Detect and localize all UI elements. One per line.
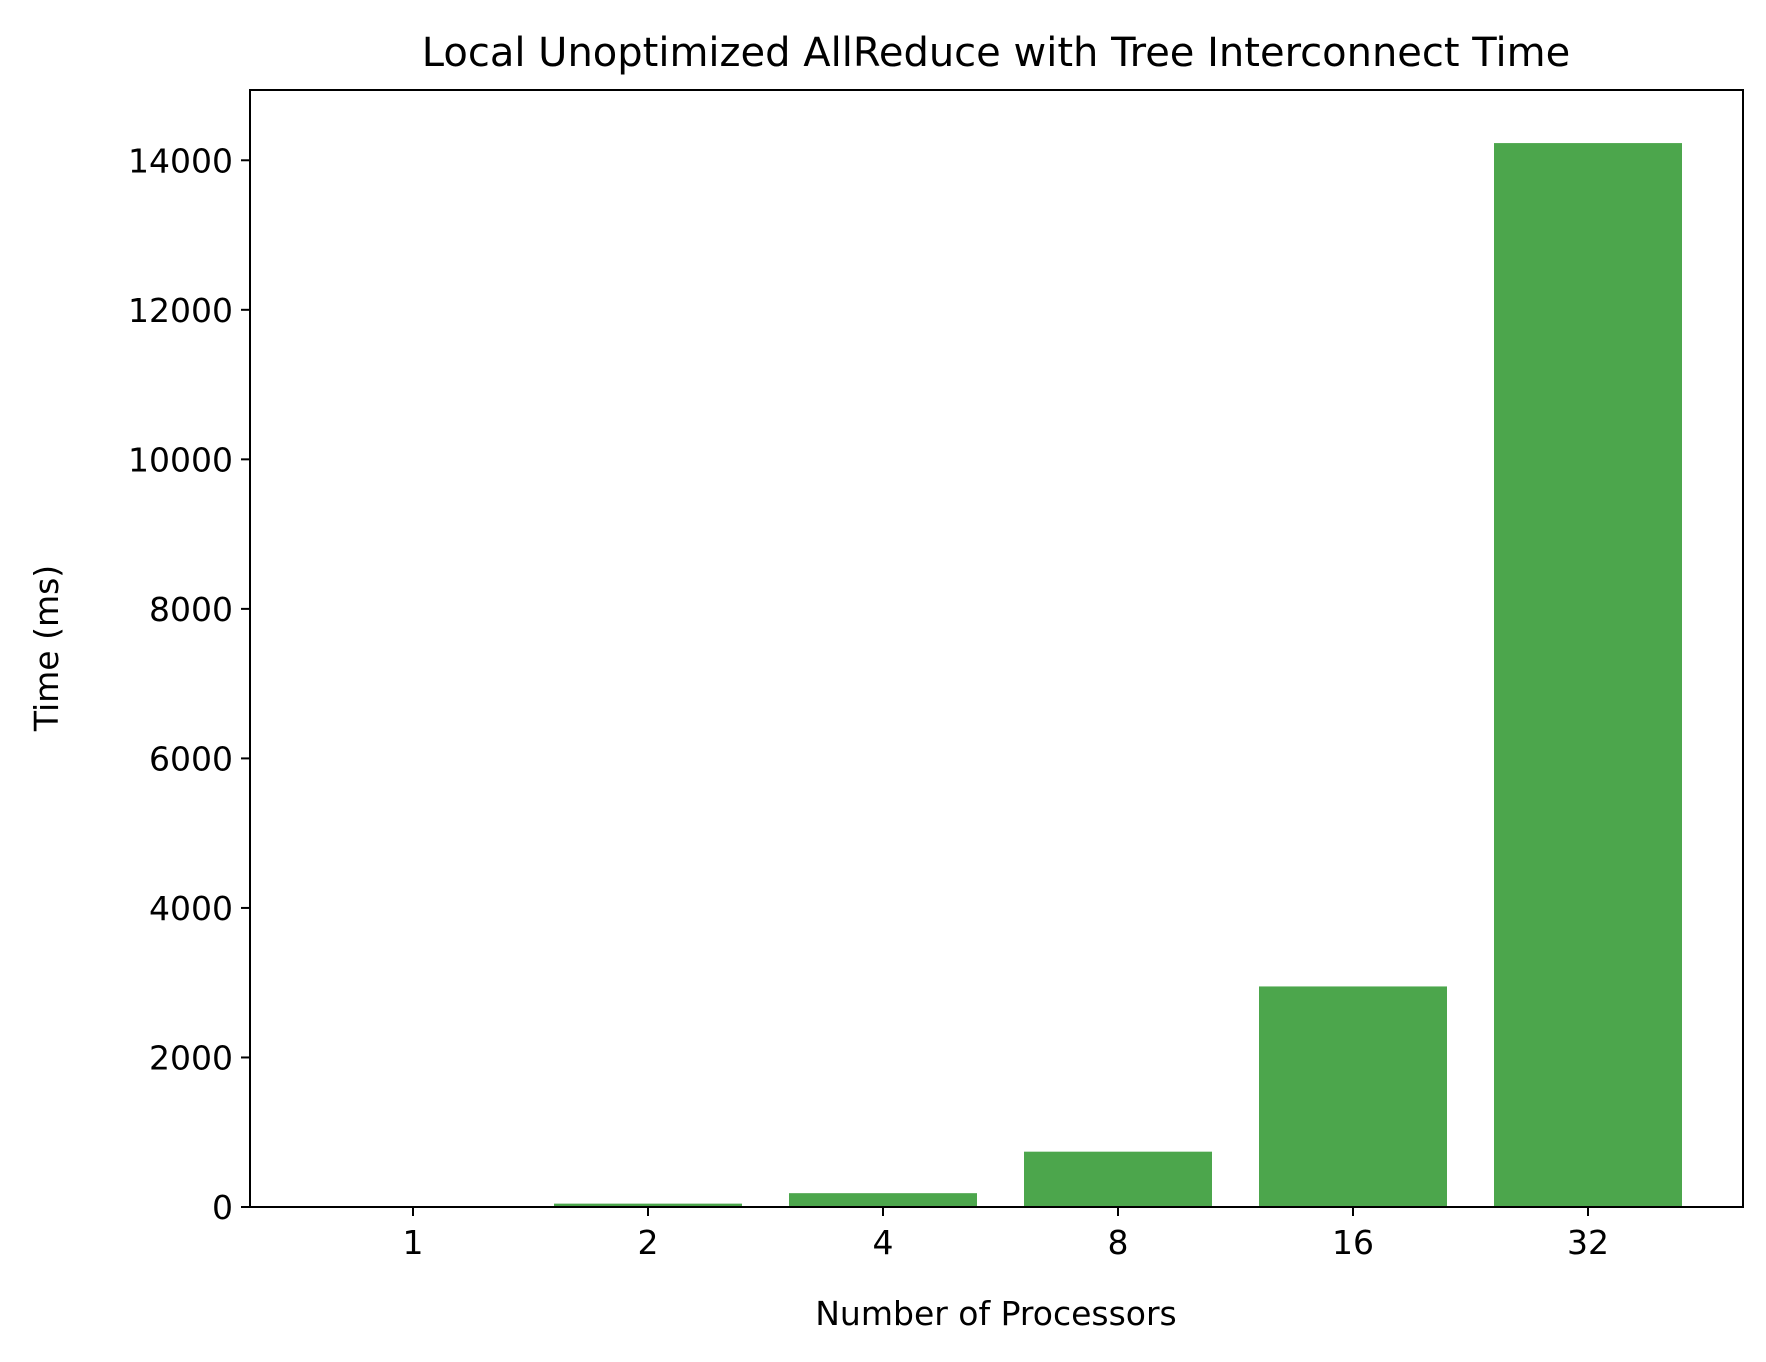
bar-8 [1024,1152,1212,1207]
y-axis-label: Time (ms) [27,565,66,732]
y-tick-label: 4000 [149,889,233,928]
x-tick-label: 2 [638,1223,659,1262]
bar-16 [1259,986,1447,1207]
bar-32 [1494,143,1682,1207]
y-tick-label: 12000 [128,291,233,330]
x-tick-label: 8 [1108,1223,1129,1262]
bar-4 [789,1193,977,1207]
y-tick-label: 8000 [149,590,233,629]
x-tick-label: 16 [1332,1223,1374,1262]
chart-title: Local Unoptimized AllReduce with Tree In… [422,30,1570,76]
x-axis-ticks: 1 2 4 8 16 32 [403,1207,1610,1262]
y-tick-label: 6000 [149,739,233,778]
y-tick-label: 0 [212,1188,233,1227]
x-axis-label: Number of Processors [815,1294,1177,1333]
bars-layer [319,143,1682,1207]
y-tick-label: 14000 [128,141,233,180]
y-tick-label: 2000 [149,1038,233,1077]
y-axis-ticks: 0 2000 4000 6000 8000 10000 12000 14000 [128,141,250,1227]
x-tick-label: 32 [1567,1223,1609,1262]
x-tick-label: 4 [873,1223,894,1262]
y-tick-label: 10000 [128,440,233,479]
x-tick-label: 1 [403,1223,424,1262]
